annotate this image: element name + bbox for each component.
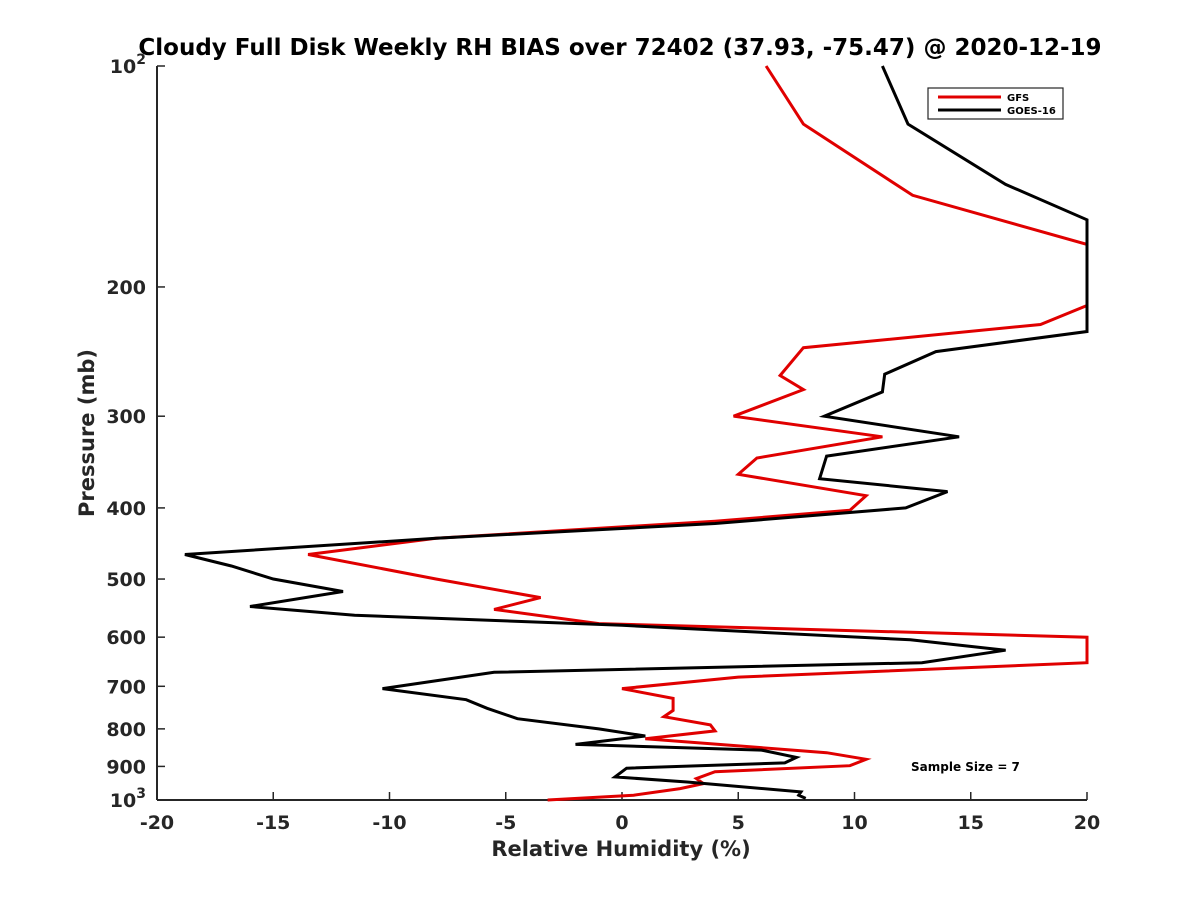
y-tick-label: 102 [110, 52, 146, 78]
y-tick-label: 300 [106, 406, 146, 428]
x-tick-label: 0 [615, 812, 628, 834]
y-tick-label: 800 [106, 719, 146, 741]
x-tick-label: 20 [1074, 812, 1100, 834]
y-tick-label: 400 [106, 498, 146, 520]
legend: GFS GOES-16 [927, 87, 1064, 120]
y-tick-label: 200 [106, 277, 146, 299]
legend-label-gfs: GFS [1007, 93, 1029, 104]
x-tick-label: 15 [958, 812, 984, 834]
x-axis-ticks: -20 -15 -10 -5 0 5 10 15 20 [140, 792, 1100, 834]
x-tick-label: -20 [140, 812, 174, 834]
y-tick-label: 600 [106, 627, 146, 649]
legend-label-goes16: GOES-16 [1007, 106, 1056, 117]
x-tick-label: 10 [841, 812, 867, 834]
series-layer [184, 65, 1089, 802]
x-tick-label: -5 [495, 812, 516, 834]
y-axis-ticks: 102 200 300 400 500 600 700 800 900 103 [106, 52, 165, 812]
chart-title: Cloudy Full Disk Weekly RH BIAS over 724… [138, 35, 1101, 61]
legend-box [927, 87, 1064, 120]
series-line-gfs [307, 65, 1089, 802]
y-axis-label: Pressure (mb) [75, 349, 99, 517]
x-tick-label: -15 [256, 812, 290, 834]
x-axis-label: Relative Humidity (%) [491, 837, 750, 861]
sample-size-annotation: Sample Size = 7 [911, 760, 1020, 774]
x-tick-label: 5 [732, 812, 745, 834]
y-tick-label: 500 [106, 569, 146, 591]
series-line-goes-16 [184, 65, 1089, 800]
x-tick-label: -10 [372, 812, 406, 834]
y-tick-label: 700 [106, 676, 146, 698]
y-tick-label: 103 [110, 786, 146, 812]
y-tick-label: 900 [106, 756, 146, 778]
